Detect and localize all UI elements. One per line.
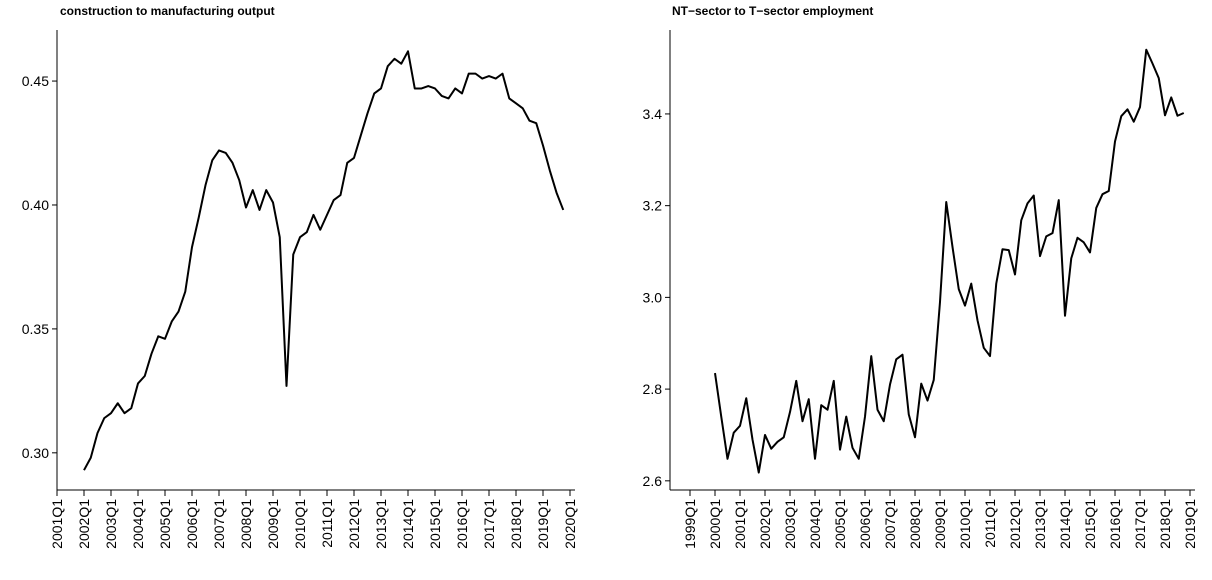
x-tick-label: 1999Q1 xyxy=(682,499,698,549)
chart-title: NT−sector to T−sector employment xyxy=(672,4,873,18)
x-tick-label: 2003Q1 xyxy=(103,499,119,549)
x-tick-label: 2015Q1 xyxy=(427,499,443,549)
x-tick-label: 2007Q1 xyxy=(882,499,898,549)
x-tick-label: 2009Q1 xyxy=(932,499,948,549)
x-tick-label: 2010Q1 xyxy=(292,499,308,549)
x-tick-label: 2017Q1 xyxy=(481,499,497,549)
x-tick-label: 2016Q1 xyxy=(454,499,470,549)
x-tick-label: 2001Q1 xyxy=(49,499,65,549)
y-tick-label: 3.2 xyxy=(643,198,663,214)
x-tick-label: 2011Q1 xyxy=(982,499,998,548)
x-tick-label: 2020Q1 xyxy=(562,499,578,549)
x-tick-label: 2019Q1 xyxy=(535,499,551,549)
x-tick-label: 2019Q1 xyxy=(1182,499,1198,549)
x-tick-label: 2006Q1 xyxy=(184,499,200,549)
data-line xyxy=(714,48,1185,474)
x-tick-label: 2014Q1 xyxy=(1057,499,1073,549)
x-tick-label: 2000Q1 xyxy=(707,499,723,549)
x-tick-label: 2001Q1 xyxy=(732,499,748,549)
y-tick-label: 2.6 xyxy=(643,473,663,489)
x-tick-label: 2002Q1 xyxy=(757,499,773,549)
data-line xyxy=(83,50,565,471)
x-tick-label: 2007Q1 xyxy=(211,499,227,549)
y-tick-label: 0.40 xyxy=(22,197,49,213)
x-tick-label: 2012Q1 xyxy=(1007,499,1023,549)
x-tick-label: 2010Q1 xyxy=(957,499,973,549)
x-tick-label: 2016Q1 xyxy=(1107,499,1123,549)
y-tick-label: 2.8 xyxy=(643,381,663,397)
x-tick-label: 2005Q1 xyxy=(832,499,848,549)
x-tick-label: 2013Q1 xyxy=(1032,499,1048,549)
x-tick-label: 2009Q1 xyxy=(265,499,281,549)
x-tick-label: 2014Q1 xyxy=(400,499,416,549)
x-tick-label: 2004Q1 xyxy=(807,499,823,549)
x-tick-label: 2013Q1 xyxy=(373,499,389,549)
y-tick-label: 0.35 xyxy=(22,321,49,337)
x-tick-label: 2006Q1 xyxy=(857,499,873,549)
x-tick-label: 2018Q1 xyxy=(1157,499,1173,549)
y-tick-label: 3.4 xyxy=(643,106,663,122)
y-tick-label: 3.0 xyxy=(643,289,663,305)
y-tick-label: 0.45 xyxy=(22,73,49,89)
x-tick-label: 2012Q1 xyxy=(346,499,362,549)
x-tick-label: 2003Q1 xyxy=(782,499,798,549)
x-tick-label: 2011Q1 xyxy=(319,499,335,548)
x-tick-label: 2015Q1 xyxy=(1082,499,1098,549)
x-tick-label: 2017Q1 xyxy=(1132,499,1148,549)
x-tick-label: 2005Q1 xyxy=(157,499,173,549)
x-tick-label: 2008Q1 xyxy=(238,499,254,549)
x-tick-label: 2002Q1 xyxy=(76,499,92,549)
y-tick-label: 0.30 xyxy=(22,445,49,461)
x-tick-label: 2008Q1 xyxy=(907,499,923,549)
x-tick-label: 2004Q1 xyxy=(130,499,146,549)
x-tick-label: 2018Q1 xyxy=(508,499,524,549)
chart-title: construction to manufacturing output xyxy=(60,4,275,18)
